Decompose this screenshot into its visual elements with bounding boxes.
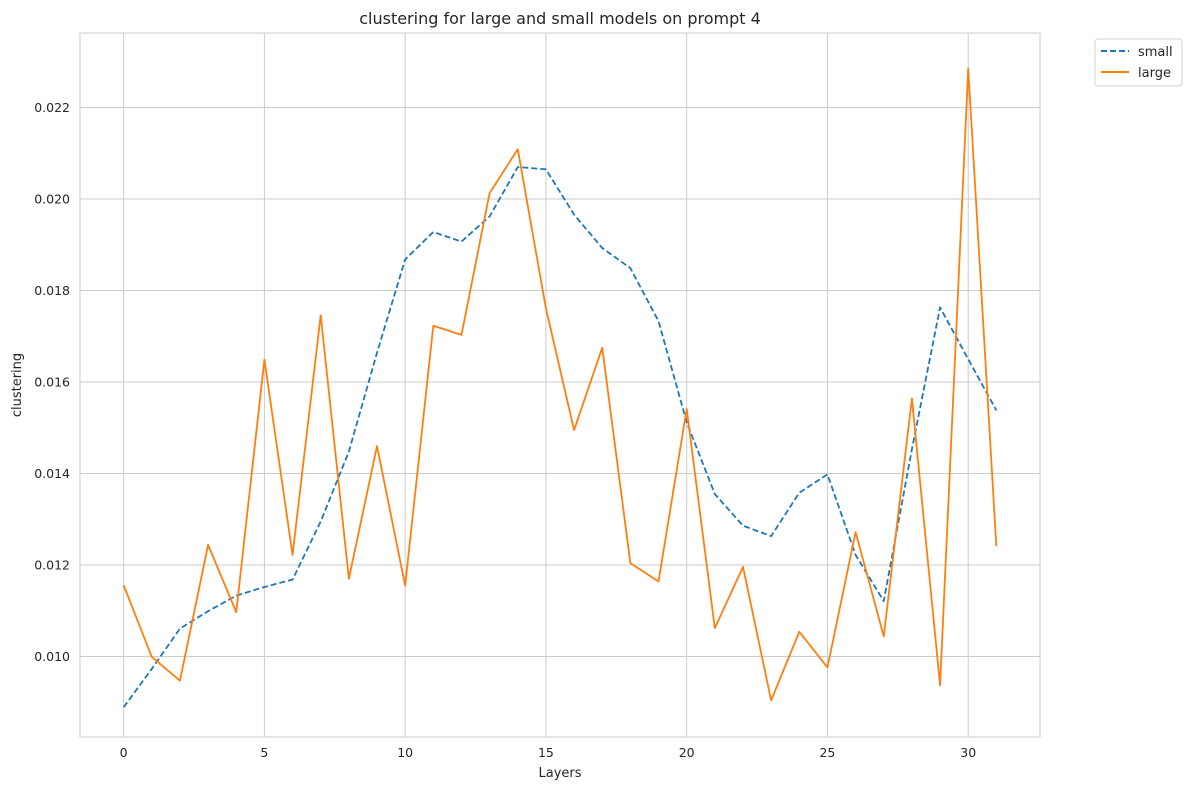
legend: small large [1094, 38, 1183, 87]
legend-small-label: small [1138, 45, 1173, 60]
y-axis-label: clustering [10, 353, 25, 417]
x-tick-label: 20 [679, 745, 695, 760]
x-tick-label: 15 [538, 745, 554, 760]
y-tick-label: 0.010 [34, 649, 70, 664]
x-tick-labels: 0 5 10 15 20 25 30 [120, 745, 977, 760]
x-tick-label: 30 [960, 745, 976, 760]
y-tick-label: 0.012 [34, 558, 70, 573]
y-tick-labels: 0.010 0.012 0.014 0.016 0.018 0.020 0.022 [34, 100, 70, 664]
y-tick-label: 0.014 [34, 466, 70, 481]
grid [80, 33, 1040, 737]
y-tick-label: 0.018 [34, 283, 70, 298]
x-tick-label: 5 [260, 745, 268, 760]
x-tick-label: 10 [397, 745, 413, 760]
y-tick-label: 0.020 [34, 192, 70, 207]
y-tick-label: 0.022 [34, 100, 70, 115]
x-axis-label: Layers [538, 766, 581, 781]
series-line-large [122, 67, 998, 702]
x-tick-label: 25 [819, 745, 835, 760]
chart-title: clustering for large and small models on… [359, 9, 761, 28]
series-group [122, 67, 998, 708]
legend-large-label: large [1138, 66, 1171, 81]
x-tick-label: 0 [120, 745, 128, 760]
series-line-small [122, 166, 998, 708]
legend-frame [1094, 38, 1183, 87]
plot-frame [79, 32, 1041, 738]
y-tick-label: 0.016 [34, 375, 70, 390]
